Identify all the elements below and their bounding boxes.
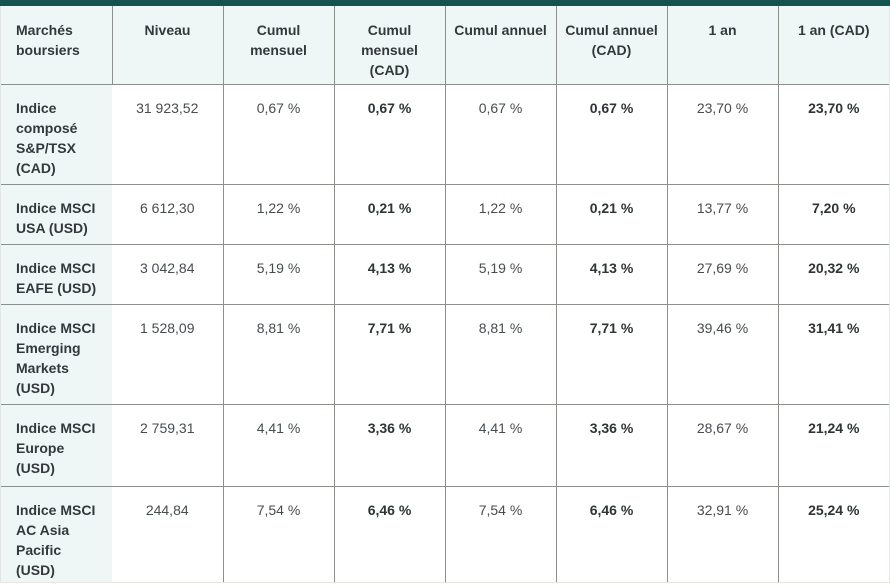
value-cell: 27,69 % <box>666 244 778 304</box>
top-accent-bar <box>0 0 890 6</box>
value-cell: 6 612,30 <box>112 184 223 244</box>
column-header-1an: 1 an <box>666 6 778 84</box>
value-cell: 7,20 % <box>777 184 889 244</box>
value-cell: 3,36 % <box>555 404 667 486</box>
value-cell: 3,36 % <box>333 404 445 486</box>
value-cell: 0,67 % <box>222 84 334 184</box>
value-cell: 32,91 % <box>666 486 778 582</box>
column-header-cumul-annuel: Cumul annuel <box>444 6 556 84</box>
row-label-cell: Indice MSCI Emerging Markets (USD) <box>1 304 112 404</box>
value-cell: 0,67 % <box>555 84 667 184</box>
value-cell: 7,54 % <box>444 486 556 582</box>
column-header-cumul-annuel-cad: Cumul annuel (CAD) <box>555 6 667 84</box>
value-cell: 7,54 % <box>222 486 334 582</box>
value-cell: 0,67 % <box>444 84 556 184</box>
value-cell: 4,13 % <box>333 244 445 304</box>
value-cell: 5,19 % <box>444 244 556 304</box>
value-cell: 23,70 % <box>777 84 889 184</box>
value-cell: 1,22 % <box>222 184 334 244</box>
column-header-cumul-mensuel: Cumul mensuel <box>222 6 334 84</box>
column-header-niveau: Niveau <box>111 6 223 84</box>
table-row-msci-eafe: Indice MSCI EAFE (USD) 3 042,84 5,19 % 4… <box>1 244 889 304</box>
value-cell: 3 042,84 <box>112 244 223 304</box>
value-cell: 6,46 % <box>333 486 445 582</box>
row-label-cell: Indice MSCI EAFE (USD) <box>1 244 112 304</box>
value-cell: 28,67 % <box>666 404 778 486</box>
value-cell: 31,41 % <box>777 304 889 404</box>
value-cell: 8,81 % <box>444 304 556 404</box>
value-cell: 4,41 % <box>444 404 556 486</box>
column-header-1an-cad: 1 an (CAD) <box>777 6 889 84</box>
value-cell: 20,32 % <box>777 244 889 304</box>
row-label-cell: Indice composé S&P/TSX (CAD) <box>1 84 112 184</box>
value-cell: 4,41 % <box>222 404 334 486</box>
table-row-msci-usa: Indice MSCI USA (USD) 6 612,30 1,22 % 0,… <box>1 184 889 244</box>
markets-table: Marchés boursiers Niveau Cumul mensuel C… <box>1 6 889 582</box>
value-cell: 5,19 % <box>222 244 334 304</box>
value-cell: 4,13 % <box>555 244 667 304</box>
value-cell: 25,24 % <box>777 486 889 582</box>
value-cell: 0,21 % <box>333 184 445 244</box>
value-cell: 39,46 % <box>666 304 778 404</box>
row-label-cell: Indice MSCI Europe (USD) <box>1 404 112 486</box>
value-cell: 7,71 % <box>333 304 445 404</box>
table-row-msci-emerging: Indice MSCI Emerging Markets (USD) 1 528… <box>1 304 889 404</box>
column-header-marches-boursiers: Marchés boursiers <box>1 6 112 84</box>
value-cell: 0,21 % <box>555 184 667 244</box>
value-cell: 0,67 % <box>333 84 445 184</box>
value-cell: 7,71 % <box>555 304 667 404</box>
table-row-msci-asia-pacific: Indice MSCI AC Asia Pacific (USD) 244,84… <box>1 486 889 582</box>
row-label-cell: Indice MSCI AC Asia Pacific (USD) <box>1 486 112 582</box>
value-cell: 13,77 % <box>666 184 778 244</box>
table-header-row: Marchés boursiers Niveau Cumul mensuel C… <box>1 6 889 84</box>
value-cell: 21,24 % <box>777 404 889 486</box>
table-row-msci-europe: Indice MSCI Europe (USD) 2 759,31 4,41 %… <box>1 404 889 486</box>
value-cell: 6,46 % <box>555 486 667 582</box>
value-cell: 23,70 % <box>666 84 778 184</box>
value-cell: 1 528,09 <box>112 304 223 404</box>
row-label-cell: Indice MSCI USA (USD) <box>1 184 112 244</box>
value-cell: 8,81 % <box>222 304 334 404</box>
value-cell: 1,22 % <box>444 184 556 244</box>
value-cell: 2 759,31 <box>112 404 223 486</box>
column-header-cumul-mensuel-cad: Cumul mensuel (CAD) <box>333 6 445 84</box>
value-cell: 31 923,52 <box>112 84 223 184</box>
markets-table-container: Marchés boursiers Niveau Cumul mensuel C… <box>0 6 890 583</box>
value-cell: 244,84 <box>112 486 223 582</box>
table-row-sptsx: Indice composé S&P/TSX (CAD) 31 923,52 0… <box>1 84 889 184</box>
